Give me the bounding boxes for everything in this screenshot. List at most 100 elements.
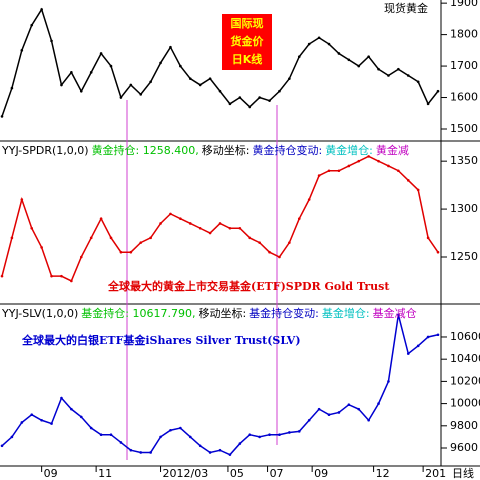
data-point — [228, 453, 232, 456]
data-point — [208, 231, 212, 235]
data-point — [248, 433, 252, 436]
annotation-text: 国际现 — [231, 16, 264, 30]
data-point — [129, 250, 133, 254]
y-tick-label: 1300 — [450, 202, 478, 215]
data-point — [268, 99, 271, 102]
panel-header: YYJ-SPDR(1,0,0) 黄金持仓: 1258.400, 移动坐标: 黄金持仓变… — [1, 143, 409, 157]
data-point — [50, 274, 53, 278]
data-point — [248, 105, 252, 109]
data-point — [416, 80, 420, 84]
data-point — [40, 418, 43, 422]
data-point — [307, 198, 311, 201]
data-point — [20, 49, 24, 52]
data-point — [30, 226, 34, 230]
data-point — [367, 418, 370, 422]
y-tick-label: 10600 — [450, 330, 480, 343]
y-tick-label: 10400 — [450, 352, 480, 365]
data-point — [218, 89, 222, 93]
data-point — [188, 435, 192, 439]
data-point — [218, 448, 222, 452]
data-point — [70, 71, 73, 74]
data-point — [40, 8, 43, 11]
data-point — [10, 435, 14, 439]
data-point — [89, 426, 93, 430]
data-point — [119, 441, 123, 444]
header-item: 黄金增仓: — [325, 143, 373, 157]
data-point — [89, 71, 93, 74]
data-point — [426, 102, 430, 106]
annotation-text: 货金价 — [230, 34, 265, 48]
data-point — [278, 89, 281, 93]
x-tick-label: 11 — [98, 467, 112, 480]
data-point — [188, 77, 192, 80]
data-point — [387, 74, 390, 77]
data-point — [208, 451, 212, 454]
data-point — [79, 89, 83, 93]
data-point — [20, 421, 24, 424]
data-point — [436, 333, 440, 337]
data-point — [129, 448, 133, 452]
data-point — [109, 64, 113, 68]
x-tick-label: 09 — [44, 467, 58, 480]
data-point — [268, 250, 271, 254]
data-point — [129, 83, 133, 87]
y-tick-label: 9600 — [450, 441, 478, 454]
x-tick-label: 2012/03 — [163, 467, 209, 480]
data-point — [159, 435, 162, 439]
data-point — [169, 45, 172, 49]
data-point — [377, 402, 380, 405]
data-point — [426, 236, 430, 240]
y-tick-label: 10200 — [450, 374, 480, 387]
data-point — [99, 433, 103, 436]
data-point — [357, 159, 361, 163]
x-tick-label: 05 — [230, 467, 244, 480]
data-point — [169, 212, 172, 216]
data-point — [416, 188, 420, 192]
header-item: 黄金持仓变动: — [252, 143, 322, 157]
data-point — [109, 433, 113, 436]
data-point — [288, 241, 291, 244]
data-point — [377, 159, 380, 163]
data-point — [337, 411, 341, 414]
data-point — [119, 250, 123, 254]
data-point — [278, 433, 281, 436]
data-point — [60, 83, 63, 87]
data-point — [406, 74, 410, 77]
data-point — [10, 236, 14, 240]
y-tick-label: 1800 — [450, 28, 478, 41]
data-point — [99, 217, 103, 220]
data-point — [139, 93, 143, 96]
data-point — [337, 52, 341, 55]
data-point — [30, 23, 34, 27]
data-point — [387, 380, 390, 383]
y-tick-label: 1350 — [450, 154, 478, 167]
data-point — [10, 86, 14, 90]
data-point — [406, 352, 410, 355]
header-item: 基金增仓: — [322, 306, 370, 320]
header-item: 黄金持仓: 1258.400, — [92, 143, 199, 157]
data-point — [50, 39, 53, 43]
data-point — [327, 413, 331, 417]
data-point — [297, 430, 301, 433]
data-point — [317, 174, 321, 177]
data-point — [198, 444, 202, 448]
data-point — [278, 255, 281, 259]
data-point — [387, 164, 390, 168]
data-point — [50, 422, 53, 425]
data-point — [288, 77, 291, 80]
annotation-text: 日K线 — [232, 52, 263, 66]
header-item: 基金减仓 — [373, 306, 417, 320]
data-point — [208, 77, 212, 80]
y-tick-label: 1900 — [450, 0, 478, 9]
data-point — [79, 255, 83, 259]
header-item: 黄金减 — [376, 143, 409, 157]
data-point — [159, 222, 162, 225]
data-point — [60, 274, 63, 278]
series-label: 现货黄金 — [384, 1, 428, 15]
x-tick-label: 09 — [314, 467, 328, 480]
data-point — [149, 236, 152, 240]
data-point — [347, 164, 351, 168]
data-point — [99, 52, 103, 55]
